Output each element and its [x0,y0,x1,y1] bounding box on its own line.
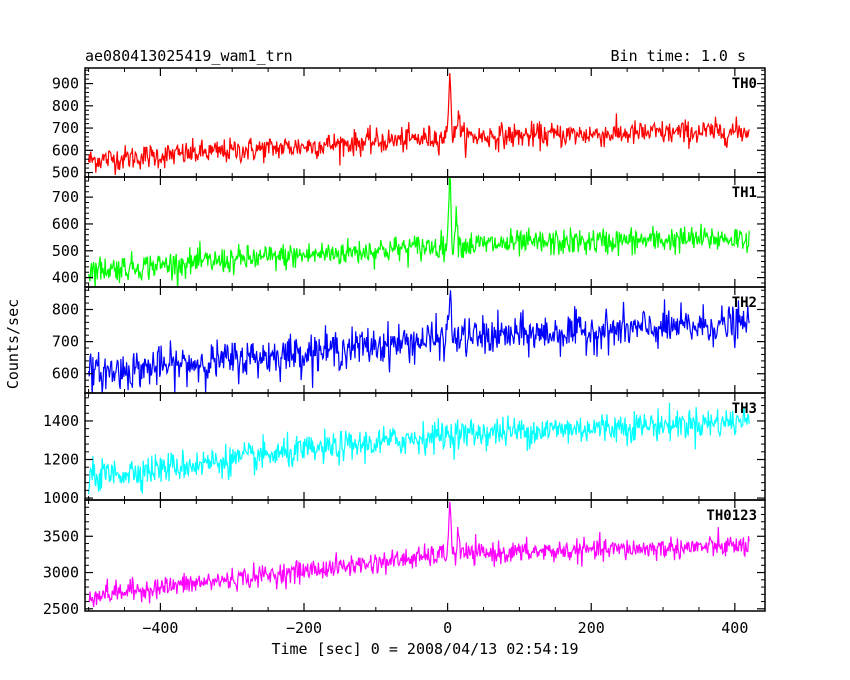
bin-time-label: Bin time: 1.0 s [611,47,746,65]
y-tick-label: 500 [52,164,79,182]
chart-title: ae080413025419_wam1_trn [85,47,293,65]
y-axis-label: Counts/sec [4,299,22,389]
y-tick-label: 800 [52,300,79,318]
y-tick-label: 1200 [43,451,79,469]
panel-th0123: 2500 3000 3500 TH0123 [43,499,766,618]
y-tick-label: 600 [52,365,79,383]
y-tick-label: 600 [52,141,79,159]
series-line-th3 [88,402,750,495]
panel-frame [84,67,766,178]
series-line-th1 [88,177,750,287]
x-tick-label: −200 [286,619,322,637]
panel-label-th0: TH0 [732,76,757,92]
panel-frame [84,499,766,612]
series-line-th0123 [88,501,750,607]
y-tick-label: 2500 [43,600,79,618]
panel-th1: 400 500 600 700 TH1 [52,176,766,288]
y-tick-label: 3500 [43,527,79,545]
x-tick-label: −400 [142,619,178,637]
panel-label-th1: TH1 [732,185,757,201]
y-tick-label: 1000 [43,489,79,507]
y-tick-label: 800 [52,97,79,115]
y-tick-label: 600 [52,215,79,233]
y-tick-label: 700 [52,188,79,206]
x-axis: −400 −200 0 200 400 [142,619,748,637]
x-tick-label: 0 [443,619,452,637]
y-tick-label: 1400 [43,412,79,430]
panel-th0: 500 600 700 800 900 TH0 [52,67,766,182]
panel-frame [84,176,766,288]
panel-label-th0123: TH0123 [706,508,757,524]
y-tick-label: 900 [52,75,79,93]
panel-label-th2: TH2 [732,295,757,311]
panels-group: 500 600 700 800 900 TH0 400 500 600 700 TH1 600 700 8… [43,67,766,618]
x-tick-label: 200 [578,619,605,637]
y-tick-label: 400 [52,269,79,287]
y-tick-label: 700 [52,333,79,351]
panel-label-th3: TH3 [732,401,757,417]
panel-th2: 600 700 800 TH2 [52,286,766,394]
x-tick-label: 400 [721,619,748,637]
series-line-th2 [88,290,750,393]
y-tick-label: 3000 [43,564,79,582]
series-line-th0 [88,73,750,175]
y-tick-label: 500 [52,242,79,260]
x-axis-label: Time [sec] 0 = 2008/04/13 02:54:19 [271,640,578,658]
y-tick-label: 700 [52,119,79,137]
panel-th3: 1000 1200 1400 TH3 [43,392,766,507]
